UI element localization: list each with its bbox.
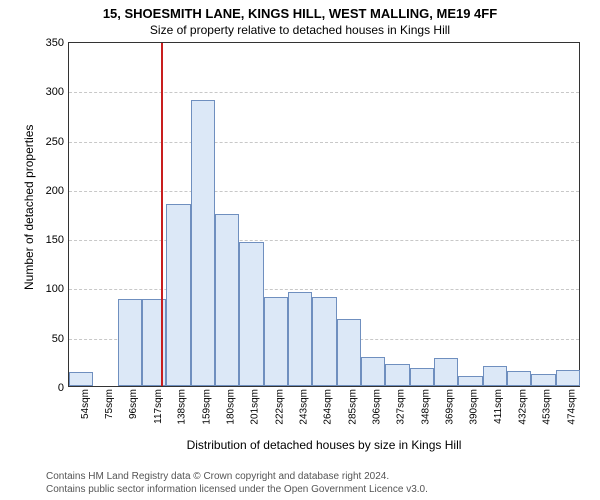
grid-line	[69, 240, 579, 241]
histogram-bar	[288, 292, 312, 386]
x-tick-label: 432sqm	[518, 386, 529, 425]
y-tick-label: 250	[46, 136, 69, 148]
x-tick-label: 75sqm	[104, 386, 115, 419]
y-axis-label: Number of detached properties	[22, 125, 36, 290]
grid-line	[69, 92, 579, 93]
grid-line	[69, 191, 579, 192]
x-tick-label: 201sqm	[250, 386, 261, 425]
histogram-bar	[166, 204, 190, 386]
histogram-bar	[385, 364, 409, 386]
histogram-bar	[483, 366, 507, 386]
y-tick-label: 0	[58, 382, 69, 394]
x-tick-label: 54sqm	[80, 386, 91, 419]
x-tick-label: 180sqm	[226, 386, 237, 425]
x-tick-label: 306sqm	[372, 386, 383, 425]
y-tick-label: 350	[46, 37, 69, 49]
footer-line-2: Contains public sector information licen…	[46, 483, 428, 496]
x-tick-label: 117sqm	[153, 386, 164, 424]
footer-attribution: Contains HM Land Registry data © Crown c…	[46, 470, 428, 496]
histogram-bar	[215, 214, 239, 387]
histogram-bar	[239, 242, 263, 386]
x-tick-label: 453sqm	[542, 386, 553, 425]
x-tick-label: 222sqm	[274, 386, 285, 425]
property-marker-line	[161, 43, 163, 386]
histogram-bar	[458, 376, 482, 386]
histogram-bar	[142, 299, 166, 386]
histogram-bar	[191, 100, 215, 386]
histogram-bar	[361, 357, 385, 386]
histogram-bar	[410, 368, 434, 386]
histogram-bar	[556, 370, 580, 386]
x-tick-label: 411sqm	[493, 386, 504, 424]
x-tick-label: 390sqm	[469, 386, 480, 425]
footer-line-1: Contains HM Land Registry data © Crown c…	[46, 470, 428, 483]
y-tick-label: 50	[52, 333, 69, 345]
y-tick-label: 150	[46, 234, 69, 246]
x-tick-label: 159sqm	[201, 386, 212, 425]
y-tick-label: 200	[46, 185, 69, 197]
x-tick-label: 285sqm	[347, 386, 358, 425]
histogram-bar	[337, 319, 361, 386]
histogram-bar	[118, 299, 142, 386]
x-tick-label: 96sqm	[128, 386, 139, 419]
histogram-bar	[507, 371, 531, 386]
histogram-bar	[264, 297, 288, 386]
histogram-bar	[69, 372, 93, 386]
histogram-plot: 05010015020025030035054sqm75sqm96sqm117s…	[68, 42, 580, 387]
y-tick-label: 100	[46, 283, 69, 295]
x-tick-label: 369sqm	[445, 386, 456, 425]
y-tick-label: 300	[46, 86, 69, 98]
title-main: 15, SHOESMITH LANE, KINGS HILL, WEST MAL…	[0, 0, 600, 21]
histogram-bar	[434, 358, 458, 386]
x-tick-label: 327sqm	[396, 386, 407, 425]
histogram-bar	[531, 374, 555, 386]
histogram-bar	[312, 297, 336, 386]
x-tick-label: 474sqm	[566, 386, 577, 425]
x-axis-label: Distribution of detached houses by size …	[68, 438, 580, 452]
x-tick-label: 348sqm	[420, 386, 431, 425]
x-tick-label: 243sqm	[299, 386, 310, 425]
grid-line	[69, 289, 579, 290]
grid-line	[69, 142, 579, 143]
title-sub: Size of property relative to detached ho…	[0, 21, 600, 37]
x-tick-label: 264sqm	[323, 386, 334, 425]
x-tick-label: 138sqm	[177, 386, 188, 425]
